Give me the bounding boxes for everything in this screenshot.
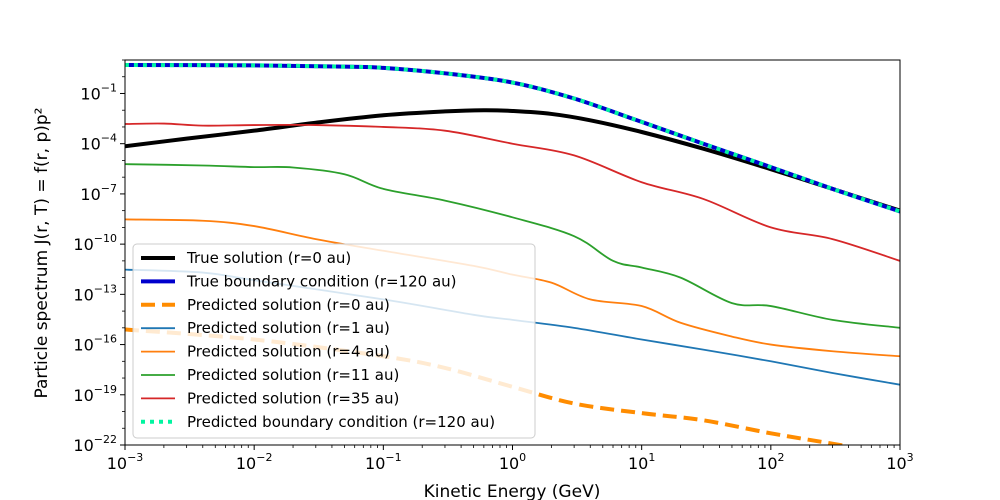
y-tick-label-base: 10 xyxy=(80,135,100,154)
x-tick-label-base: 10 xyxy=(628,454,648,473)
legend-label: Predicted solution (r=1 au) xyxy=(187,319,390,337)
legend-label: Predicted solution (r=0 au) xyxy=(187,296,390,314)
x-tick-label: 100 xyxy=(499,451,526,473)
series-line-8 xyxy=(125,63,900,214)
y-tick-label-exponent: −1 xyxy=(101,81,117,94)
y-tick-label-exponent: −19 xyxy=(94,383,117,396)
legend: True solution (r=0 au) True boundary cond… xyxy=(132,243,536,439)
series-line-5 xyxy=(125,218,900,358)
x-tick-label: 103 xyxy=(886,451,913,473)
x-tick-label-exponent: 1 xyxy=(648,451,655,464)
series-line-1 xyxy=(125,108,900,213)
x-tick-label-base: 10 xyxy=(107,454,127,473)
y-tick-label-base: 10 xyxy=(73,336,93,355)
x-tick-label-exponent: 2 xyxy=(778,451,785,464)
y-tick-label-exponent: −10 xyxy=(94,232,117,245)
y-tick-label-base: 10 xyxy=(80,84,100,103)
x-axis-label: Kinetic Energy (GeV) xyxy=(424,482,601,500)
x-tick-label-base: 10 xyxy=(757,454,777,473)
y-tick-label: 10−19 xyxy=(73,383,117,405)
x-tick-label: 102 xyxy=(757,451,784,473)
legend-label: Predicted solution (r=35 au) xyxy=(187,389,399,407)
y-tick-label-exponent: −22 xyxy=(94,433,117,446)
series-line-6 xyxy=(125,163,900,329)
y-tick-label: 10−16 xyxy=(73,333,117,355)
x-tick-label-base: 10 xyxy=(886,454,906,473)
x-tick-label-exponent: −2 xyxy=(256,451,272,464)
y-tick-label-base: 10 xyxy=(73,235,93,254)
x-tick-label-exponent: 3 xyxy=(907,451,914,464)
y-tick-label-exponent: −16 xyxy=(94,333,117,346)
x-tick-label-exponent: −1 xyxy=(385,451,401,464)
x-tick-label: 10−1 xyxy=(365,451,402,473)
x-tick-label: 10−2 xyxy=(236,451,273,473)
x-tick-label-base: 10 xyxy=(236,454,256,473)
legend-label: Predicted boundary condition (r=120 au) xyxy=(187,413,495,431)
y-tick-label: 10−1 xyxy=(80,81,117,103)
y-tick-label-base: 10 xyxy=(73,436,93,455)
y-tick-label-base: 10 xyxy=(80,185,100,204)
y-axis-label: Particle spectrum J(r, T) = f(r, p)p² xyxy=(32,107,52,398)
x-tick-label-base: 10 xyxy=(499,454,519,473)
x-tick-label-exponent: −3 xyxy=(127,451,143,464)
y-tick-label-base: 10 xyxy=(73,386,93,405)
y-tick-label-base: 10 xyxy=(73,285,93,304)
y-tick-label-exponent: −4 xyxy=(101,132,117,145)
legend-label: True solution (r=0 au) xyxy=(186,249,351,267)
x-tick-label: 101 xyxy=(628,451,655,473)
y-tick-label: 10−4 xyxy=(80,132,117,154)
y-tick-label: 10−10 xyxy=(73,232,117,254)
legend-label: Predicted solution (r=4 au) xyxy=(187,343,390,361)
y-tick-label: 10−13 xyxy=(73,282,117,304)
series-line-7 xyxy=(125,122,900,262)
x-tick-label-exponent: 0 xyxy=(519,451,526,464)
x-tick-label: 10−3 xyxy=(107,451,144,473)
ticks-layer: 10−3 10−2 10−1 100 101 102 10310−2210−1910−161… xyxy=(73,59,914,473)
legend-frame xyxy=(132,243,536,439)
x-tick-label-base: 10 xyxy=(365,454,385,473)
y-tick-label: 10−7 xyxy=(80,182,117,204)
y-tick-label-exponent: −7 xyxy=(101,182,117,195)
y-tick-label: 10−22 xyxy=(73,433,117,455)
legend-label: True boundary condition (r=120 au) xyxy=(186,272,457,290)
legend-label: Predicted solution (r=11 au) xyxy=(187,366,399,384)
legend-entries: True solution (r=0 au) True boundary cond… xyxy=(141,249,495,431)
y-tick-label-exponent: −13 xyxy=(94,282,117,295)
